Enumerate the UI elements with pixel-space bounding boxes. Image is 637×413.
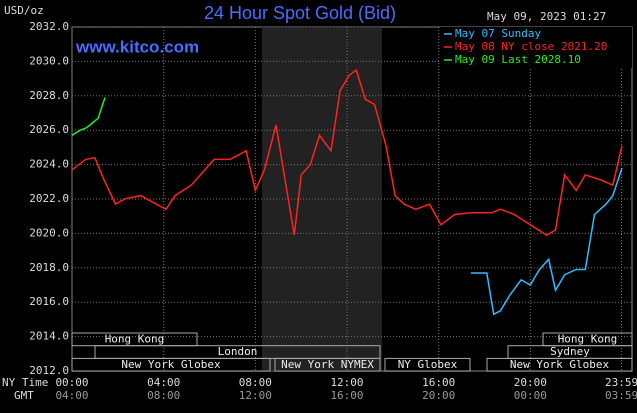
session-label: London: [218, 345, 258, 358]
y-tick-label: 2012.0: [29, 364, 69, 377]
timestamp: May 09, 2023 01:27: [487, 10, 606, 23]
x-tick-label: 12:00: [330, 376, 363, 389]
x-tick-label: 16:00: [422, 376, 455, 389]
session-label: Sydney: [550, 345, 590, 358]
session-box: [274, 357, 381, 372]
y-tick-label: 2020.0: [29, 226, 69, 239]
gmt-tick-label: 03:59: [605, 389, 637, 402]
gmt-tick-label: 16:00: [330, 389, 363, 402]
price-line: [71, 97, 106, 137]
session-box: [71, 357, 271, 372]
legend-label: May 08 NY close 2021.20: [455, 40, 607, 53]
y-tick-label: 2028.0: [29, 89, 69, 102]
gmt-tick-label: 08:00: [147, 389, 180, 402]
legend-label: May 07 Sunday: [455, 27, 541, 40]
y-tick-label: 2014.0: [29, 330, 69, 343]
y-tick-label: 2024.0: [29, 158, 69, 171]
session-label: Hong Kong: [105, 333, 165, 346]
y-tick-label: 2032.0: [29, 20, 69, 33]
y-unit: USD/oz: [4, 4, 44, 17]
y-tick-label: 2026.0: [29, 123, 69, 136]
session-box: [486, 357, 633, 372]
gmt-tick-label: 20:00: [422, 389, 455, 402]
price-line: [71, 68, 623, 236]
x-row-label: NY Time: [2, 376, 48, 389]
legend-box: [440, 27, 632, 68]
gmt-tick-label: 00:00: [514, 389, 547, 402]
y-tick-label: 2022.0: [29, 192, 69, 205]
y-tick-label: 2030.0: [29, 54, 69, 67]
session-label: NY Globex: [398, 358, 458, 371]
x-tick-label: 04:00: [147, 376, 180, 389]
x-tick-label: 08:00: [239, 376, 272, 389]
gmt-tick-label: 12:00: [239, 389, 272, 402]
session-label: New York Globex: [510, 358, 610, 371]
session-label: Hong Kong: [558, 333, 618, 346]
session-label: New York Globex: [121, 358, 221, 371]
gmt-row-label: GMT: [14, 389, 34, 402]
watermark: www.kitco.com: [75, 37, 199, 56]
session-box: [384, 357, 471, 372]
y-tick-label: 2018.0: [29, 261, 69, 274]
price-line: [470, 167, 623, 316]
gmt-tick-label: 04:00: [55, 389, 88, 402]
session-label: New York NYMEX: [281, 358, 374, 371]
legend-label: May 09 Last 2028.10: [455, 53, 581, 66]
chart-title: 24 Hour Spot Gold (Bid): [204, 3, 396, 23]
x-tick-label: 20:00: [514, 376, 547, 389]
x-tick-label: 00:00: [55, 376, 88, 389]
x-tick-label: 23:59: [605, 376, 637, 389]
y-tick-label: 2016.0: [29, 295, 69, 308]
